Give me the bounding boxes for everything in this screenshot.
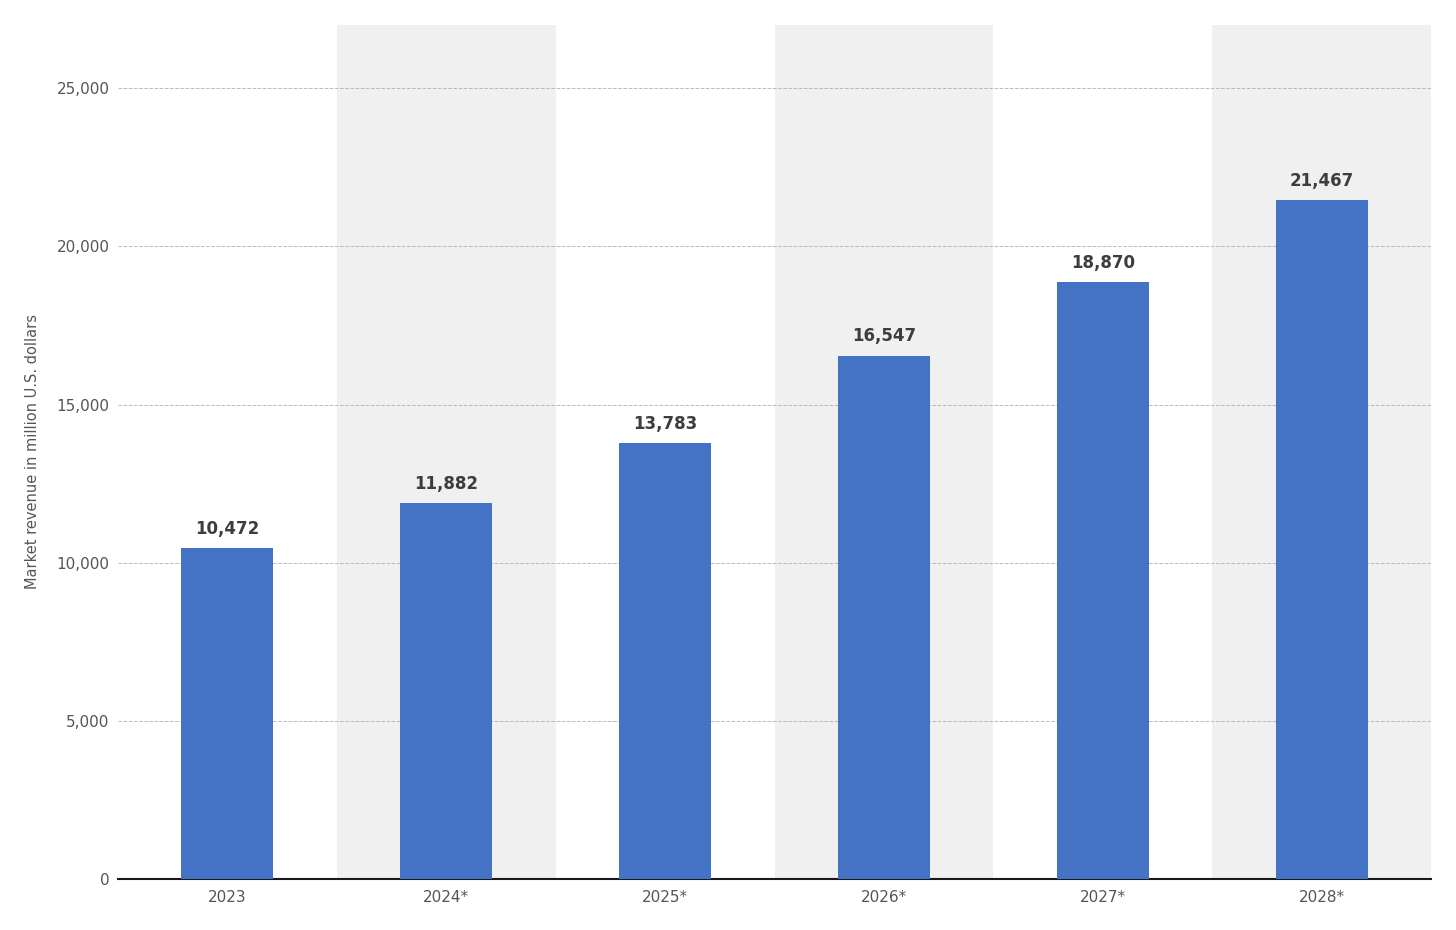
Text: 18,870: 18,870 (1070, 254, 1134, 272)
Bar (775, 25, 993, 879)
Text: 21,467: 21,467 (1290, 172, 1354, 190)
Bar (1275, 200, 1367, 879)
Bar (839, 355, 930, 879)
Text: 11,882: 11,882 (415, 475, 478, 493)
Bar (619, 443, 711, 879)
Bar (182, 548, 274, 879)
Text: 13,783: 13,783 (633, 415, 697, 432)
Bar (400, 503, 492, 879)
Bar (336, 25, 556, 879)
Bar (1213, 25, 1431, 879)
Y-axis label: Market revenue in million U.S. dollars: Market revenue in million U.S. dollars (25, 314, 39, 590)
Bar (1057, 282, 1149, 879)
Text: 10,472: 10,472 (195, 520, 259, 538)
Text: 16,547: 16,547 (852, 327, 916, 345)
